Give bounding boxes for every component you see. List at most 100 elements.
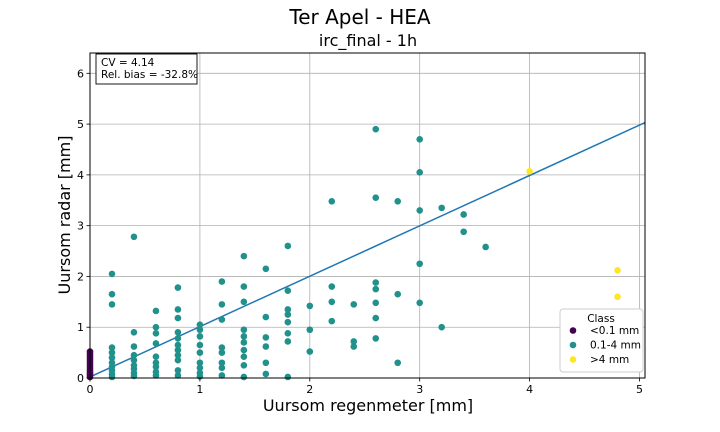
data-point [262,343,270,350]
data-point [152,307,160,315]
data-point [372,194,380,202]
data-point [306,348,314,355]
legend-frame [559,308,644,373]
data-point [174,335,182,342]
chart-title: irc_final - 1h [319,31,417,51]
data-point [152,330,160,337]
scatter-points [86,125,621,381]
data-point [416,136,424,143]
data-point [284,318,292,326]
x-axis-label: Uursom regenmeter [mm] [263,396,473,415]
data-point [196,359,204,367]
data-point [394,290,402,298]
data-point [416,260,424,268]
data-point [284,311,292,318]
data-point [262,265,270,273]
y-tick-label: 6 [77,67,84,80]
series-1 [108,125,489,381]
data-point [130,343,138,350]
data-point [350,301,358,308]
data-point [416,299,424,307]
data-point [240,373,248,381]
stats-cv: CV = 4.14 [101,57,155,69]
x-tick-label: 1 [196,383,203,396]
data-point [218,344,226,351]
data-point [218,316,226,323]
data-point [284,338,292,345]
data-point [372,279,380,286]
data-point [240,333,248,340]
series-2 [526,168,621,301]
data-point [416,169,424,176]
data-point [218,301,226,308]
y-axis-ticks: 0 1 2 3 4 5 6 [77,67,90,385]
data-point [482,243,489,251]
data-point [108,373,116,381]
data-point [240,283,248,290]
data-point [108,354,116,361]
stats-box-frame [95,53,198,85]
data-point [174,306,182,313]
data-point [614,267,621,274]
stats-rel-bias: Rel. bias = -32.8% [101,69,198,81]
stats-box: CV = 4.14 Rel. bias = -32.8% [95,53,198,85]
data-point [218,359,226,367]
data-point [196,321,204,328]
data-point [174,356,182,364]
data-point [262,359,270,367]
grid-lines [89,53,645,379]
chart-suptitle: Ter Apel - HEA [288,5,431,29]
data-point [174,372,182,379]
y-tick-label: 4 [77,169,84,182]
y-axis-label: Uursom radar [mm] [55,136,74,295]
data-point [284,242,292,250]
data-point [108,301,116,308]
data-point [174,346,182,354]
data-point [328,197,336,205]
data-point [614,293,621,301]
data-point [218,278,226,285]
y-tick-label: 2 [77,270,84,283]
data-point [108,270,116,278]
y-tick-label: 5 [77,118,84,131]
data-point [174,367,182,374]
data-point [394,359,402,367]
legend-label: >4 mm [590,354,629,366]
y-tick-label: 0 [77,372,84,385]
data-point [174,314,182,322]
data-point [196,326,204,334]
data-point [438,204,445,212]
data-point [438,323,445,331]
data-point [152,372,160,379]
data-point [130,233,138,241]
data-point [152,323,160,331]
legend: Class <0.1 mm 0.1-4 mm >4 mm [559,308,644,373]
legend-label: <0.1 mm [590,325,639,337]
data-point [416,207,424,214]
data-point [152,353,160,360]
data-point [394,197,402,205]
legend-marker [569,356,577,363]
data-point [240,326,248,334]
data-point [328,298,336,306]
data-point [240,353,248,360]
data-point [130,328,138,336]
y-tick-label: 1 [77,321,84,334]
data-point [284,287,292,294]
regression-line [89,121,646,378]
data-point [460,228,467,236]
data-point [174,351,182,359]
legend-title: Class [587,313,615,325]
x-tick-label: 2 [306,383,313,396]
data-point [284,330,292,337]
data-point [174,341,182,349]
x-tick-label: 5 [636,383,643,396]
data-point [108,349,116,356]
data-point [284,306,292,313]
x-tick-label: 4 [526,383,533,396]
data-point [372,335,380,342]
data-point [240,252,248,260]
data-point [262,334,270,341]
data-point [130,356,138,364]
data-point [262,313,270,321]
